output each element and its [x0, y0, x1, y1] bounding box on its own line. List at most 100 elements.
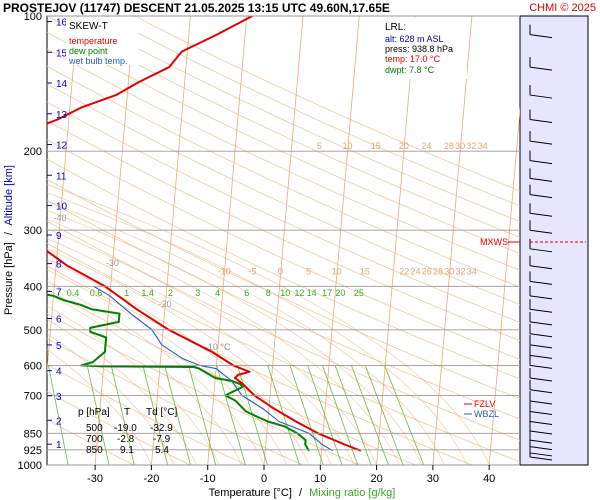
isotherm-label: 34 [467, 266, 477, 276]
mixing-ratio-line [164, 365, 191, 465]
altitude-tick-label: 4 [56, 367, 62, 378]
table-cell-td: 5.4 [155, 445, 169, 456]
pressure-tick-label: 700 [24, 390, 42, 402]
y-axis-title-pressure: Pressure [hPa] [3, 242, 15, 315]
wind-barb-flag [529, 389, 553, 394]
wind-barb-flag [529, 308, 553, 313]
isotherm-label: 15 [371, 141, 381, 151]
wind-barb-flag [529, 194, 553, 199]
altitude-tick-label: 14 [56, 79, 68, 90]
isotherm [263, 16, 304, 465]
y-axis-title: Pressure [hPa] / Altitude [km] [3, 165, 15, 315]
isotherm-label: 32 [456, 266, 466, 276]
x-axis-title-separator: / [299, 487, 303, 499]
mixing-ratio-line [289, 365, 324, 465]
legend-temperature: temperature [69, 36, 118, 46]
wind-barb-flag [529, 377, 553, 382]
lrl-alt: alt: 628 m ASL [385, 34, 444, 44]
isotherm-label: 22 [399, 266, 409, 276]
altitude-tick-label: 5 [56, 341, 62, 352]
mixing-ratio-label: 8 [266, 288, 271, 298]
wind-barb-flag [529, 212, 553, 217]
legend-box [66, 17, 138, 65]
dry-adiabat [47, 139, 520, 360]
mixing-ratio-line [351, 365, 389, 465]
pressure-tick-label: 600 [24, 360, 42, 372]
x-axis-title-mixing-ratio: Mixing ratio [g/kg] [309, 487, 395, 499]
wind-barb-flag [529, 280, 553, 285]
pressure-tick-label: 925 [24, 445, 42, 457]
mixing-ratio-label: 2 [168, 288, 173, 298]
wind-barb-flag [529, 452, 553, 457]
wind-barb-flag [529, 420, 553, 425]
wind-barb-flag [529, 446, 553, 451]
mixing-ratio-label: 4 [215, 288, 220, 298]
fzlv-label: FZLV [474, 399, 495, 409]
pressure-tick-label: 300 [24, 225, 42, 237]
altitude-tick-label: 8 [56, 260, 62, 271]
mixing-ratio-label: 20 [335, 288, 345, 298]
isotherm [207, 16, 248, 465]
altitude-tick-label: 11 [56, 171, 67, 182]
altitude-tick-label: 16 [56, 18, 68, 29]
x-tick-label: -30 [87, 473, 103, 485]
wind-barb-flag [529, 333, 553, 338]
sounding-profiles [47, 16, 362, 452]
lrl-box [383, 17, 467, 79]
lrl-title: LRL: [385, 22, 406, 33]
wind-barb-flag [529, 160, 553, 165]
wind-barb-flag [529, 34, 553, 39]
wind-barb-flag [529, 364, 553, 369]
mixing-ratio-line [334, 365, 372, 465]
isotherm-label: -5 [248, 266, 256, 276]
altitude-tick-label: 6 [56, 315, 62, 326]
y-axis-title-separator: / [3, 231, 15, 235]
x-tick-label: 20 [370, 473, 382, 485]
isotherm-label: -10 [218, 266, 231, 276]
mixing-ratio-label: 10 [280, 288, 290, 298]
table-header-td: Td [°C] [146, 407, 177, 418]
isotherm-label: 26 [422, 266, 432, 276]
mixing-ratio-label: 3 [195, 288, 200, 298]
wind-barb-flag [529, 229, 553, 234]
isotherm [47, 16, 79, 376]
wind-barb-flag [529, 439, 553, 444]
wind-barb-flag [529, 430, 553, 435]
dry-adiabat [47, 83, 520, 305]
mixing-ratio-label: 1.4 [141, 288, 154, 298]
isotherm-label: 15 [360, 266, 370, 276]
dry-adiabat [47, 158, 520, 380]
lrl-press: press: 938.8 hPa [385, 44, 453, 54]
mixing-ratio-label: 0.4 [67, 288, 80, 298]
mixing-ratio-line [188, 365, 217, 465]
pressure-tick-label: 1000 [18, 460, 42, 472]
isotherm [151, 16, 191, 465]
dewpoint-profile [47, 293, 310, 452]
table-cell-p: 700 [86, 434, 103, 445]
chart-title: PROSTEJOV (11747) DESCENT 21.05.2025 13:… [3, 1, 390, 15]
isotherm-label: -10 °C [205, 342, 231, 352]
wbzl-label: WBZL [474, 409, 499, 419]
pressure-tick-label: 100 [24, 11, 42, 23]
wind-barb-flag [529, 456, 553, 461]
dry-adiabat [47, 65, 520, 288]
mixing-ratio-line [142, 365, 168, 465]
altitude-tick-label: 15 [56, 48, 68, 59]
x-axis-title: Temperature [°C] / Mixing ratio [g/kg] [209, 487, 396, 499]
isotherm-label: 5 [306, 266, 311, 276]
isotherm [376, 16, 416, 465]
altitude-tick-label: 10 [56, 202, 68, 213]
lrl-temp: temp: 17.0 °C [385, 54, 441, 64]
isotherm [319, 16, 360, 465]
mixing-ratio-line [86, 365, 110, 465]
pressure-gridlines [47, 15, 520, 466]
wind-barb-flag [529, 248, 553, 253]
table-cell-t: -2.8 [117, 434, 135, 445]
mxws-label: MXWS [480, 237, 508, 247]
dry-adiabat [47, 120, 520, 342]
mixing-ratio-label: 14 [307, 288, 317, 298]
dry-adiabat [105, 16, 520, 207]
mixing-ratio-label: 1 [124, 288, 129, 298]
isotherm [488, 105, 520, 465]
